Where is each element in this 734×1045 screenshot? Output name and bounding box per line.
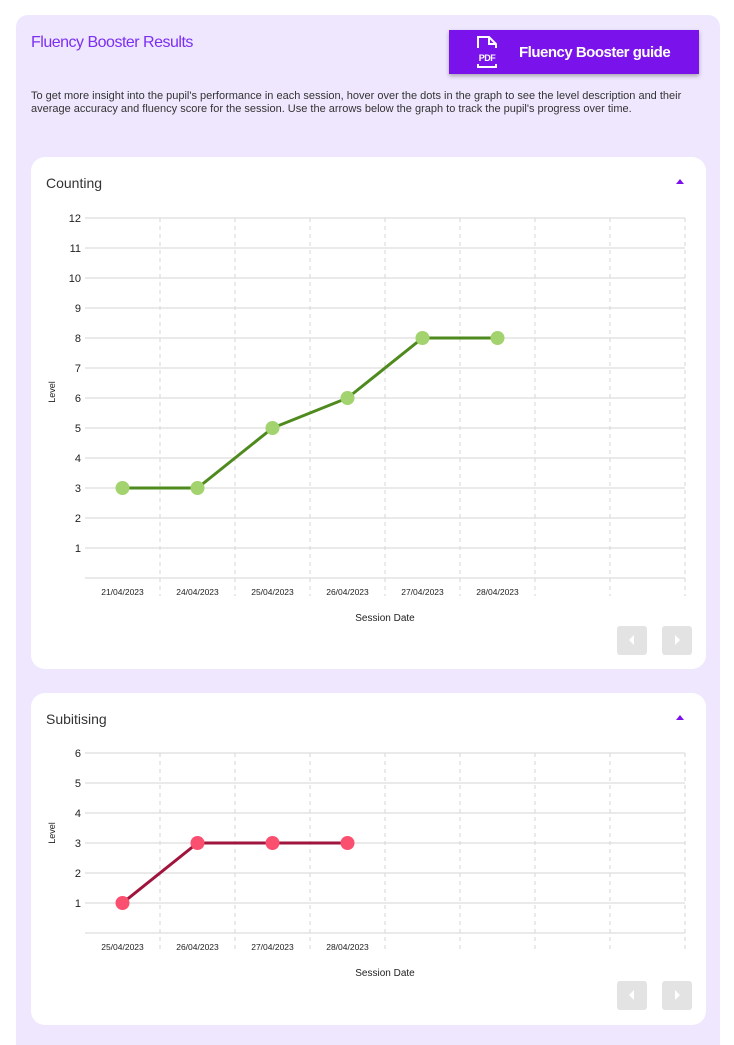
previous-button[interactable]: [617, 626, 647, 655]
x-axis-label: Session Date: [355, 968, 415, 979]
intro-text: To get more insight into the pupil's per…: [31, 90, 682, 115]
y-tick-label: 6: [75, 748, 81, 760]
y-tick-label: 4: [75, 453, 81, 465]
y-tick-label: 4: [75, 808, 81, 820]
x-tick-label: 25/04/2023: [101, 942, 144, 952]
y-tick-label: 10: [69, 273, 81, 285]
data-point[interactable]: [190, 481, 205, 495]
x-tick-label: 21/04/2023: [101, 587, 144, 597]
x-axis-label: Session Date: [355, 613, 415, 624]
previous-button[interactable]: [617, 981, 647, 1010]
next-button[interactable]: [662, 626, 692, 655]
x-tick-label: 24/04/2023: [176, 587, 219, 597]
card-title: Counting: [46, 175, 103, 191]
series-line: [122, 336, 498, 490]
card-title: Subitising: [46, 711, 107, 727]
data-point[interactable]: [265, 836, 280, 850]
pdf-file-icon: PDF: [477, 36, 497, 68]
data-point[interactable]: [115, 896, 130, 910]
y-tick-label: 7: [75, 363, 81, 375]
x-tick-label: 26/04/2023: [326, 587, 369, 597]
fluency-booster-guide-button[interactable]: PDF Fluency Booster guide: [449, 30, 699, 74]
y-tick-label: 3: [75, 838, 81, 850]
next-button[interactable]: [662, 981, 692, 1010]
subitising-chart: 1 2 3 4 5 6 25/04/2023 26/04/2023 27/04/2023 28/0…: [47, 748, 686, 979]
collapse-arrow-icon[interactable]: [676, 179, 684, 184]
y-tick-label: 1: [75, 898, 81, 910]
subitising-card: Subitising 1 2 3 4 5 6 25/04/2023 26/04/2023 27/…: [31, 693, 706, 1025]
y-axis-label: Level: [47, 381, 57, 403]
x-tick-label: 28/04/2023: [476, 587, 519, 597]
counting-card: Counting 1 2 3 4 5 6 7 8 9 10 11 12 21/04/2023 24/04/…: [31, 157, 706, 669]
svg-text:PDF: PDF: [479, 53, 497, 63]
series-line: [121, 841, 348, 905]
page-title: Fluency Booster Results: [31, 34, 193, 51]
y-tick-label: 2: [75, 868, 81, 880]
x-tick-label: 25/04/2023: [251, 587, 294, 597]
x-tick-label: 26/04/2023: [176, 942, 219, 952]
y-tick-label: 5: [75, 778, 81, 790]
x-tick-label: 28/04/2023: [326, 942, 369, 952]
y-tick-label: 6: [75, 393, 81, 405]
y-tick-label: 3: [75, 483, 81, 495]
data-point[interactable]: [415, 331, 430, 345]
y-tick-label: 11: [70, 243, 81, 255]
y-tick-label: 5: [75, 423, 81, 435]
guide-button-label: Fluency Booster guide: [519, 43, 671, 61]
y-tick-label: 12: [69, 213, 81, 225]
collapse-arrow-icon[interactable]: [676, 715, 684, 720]
y-tick-label: 1: [75, 543, 81, 555]
data-point[interactable]: [340, 836, 355, 850]
x-tick-label: 27/04/2023: [251, 942, 294, 952]
x-tick-label: 27/04/2023: [401, 587, 444, 597]
data-point[interactable]: [340, 391, 355, 405]
y-tick-label: 9: [75, 303, 81, 315]
data-point[interactable]: [490, 331, 505, 345]
data-point[interactable]: [265, 421, 280, 435]
y-tick-label: 2: [75, 513, 81, 525]
y-axis-label: Level: [47, 822, 57, 844]
data-point[interactable]: [115, 481, 130, 495]
data-point[interactable]: [190, 836, 205, 850]
y-tick-label: 8: [75, 333, 81, 345]
